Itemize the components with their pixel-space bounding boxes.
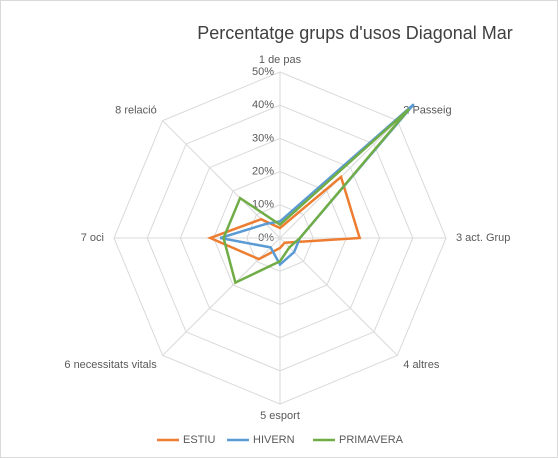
chart-title: Percentatge grups d'usos Diagonal Mar xyxy=(197,23,513,43)
legend-label: PRIMAVERA xyxy=(339,434,404,446)
category-label: 1 de pas xyxy=(259,54,302,66)
category-label: 8 relació xyxy=(115,105,157,117)
category-label: 4 altres xyxy=(403,359,440,371)
spoke xyxy=(279,237,398,356)
legend-label: HIVERN xyxy=(253,434,295,446)
category-label: 2 Passeig xyxy=(403,105,451,117)
r-tick-label: 10% xyxy=(252,199,274,211)
category-label: 7 oci xyxy=(81,232,104,244)
category-label: 5 esport xyxy=(260,410,300,422)
category-label: 3 act. Grup xyxy=(456,232,510,244)
legend-label: ESTIU xyxy=(183,434,215,446)
series-line xyxy=(206,174,362,261)
r-tick-label: 50% xyxy=(252,66,274,78)
r-tick-label: 40% xyxy=(252,99,274,111)
r-tick-label: 20% xyxy=(252,166,274,178)
r-tick-label: 30% xyxy=(252,132,274,144)
series-line xyxy=(222,107,411,285)
category-label: 6 necessitats vitals xyxy=(64,359,157,371)
